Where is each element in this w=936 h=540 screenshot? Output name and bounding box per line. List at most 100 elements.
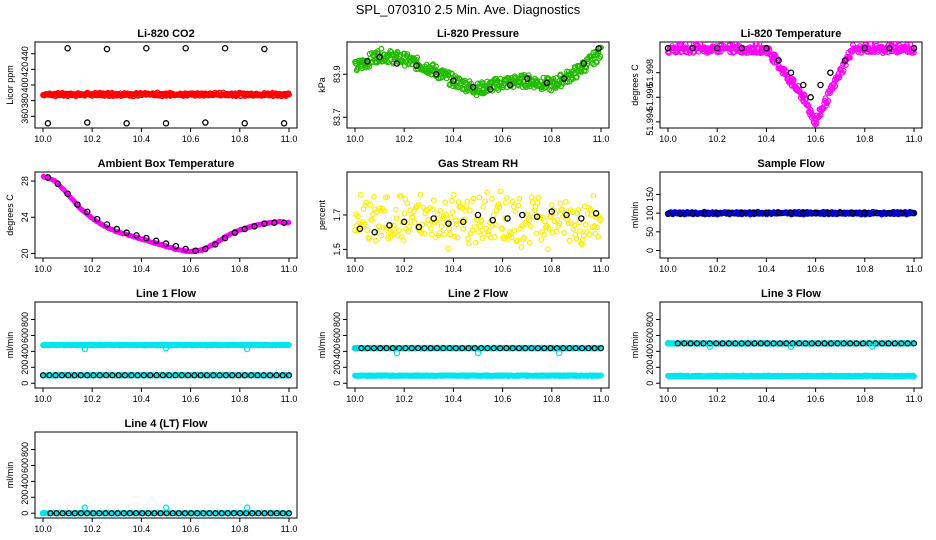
x-tick-label: 10.4 bbox=[133, 134, 151, 144]
x-tick-label: 10.0 bbox=[659, 394, 677, 404]
series-2-5-min-avg bbox=[351, 345, 605, 352]
chart-title: Line 1 Flow bbox=[136, 288, 196, 300]
data-point bbox=[534, 199, 541, 206]
x-tick-label: 10.0 bbox=[34, 394, 52, 404]
y-tick-label: 600 bbox=[645, 328, 655, 343]
y-tick-label: 600 bbox=[20, 328, 30, 343]
avg-point bbox=[370, 345, 378, 352]
y-tick-label: 51.994 bbox=[645, 108, 655, 136]
avg-point bbox=[241, 372, 248, 379]
avg-point bbox=[415, 223, 423, 231]
data-point bbox=[593, 59, 600, 66]
x-tick-label: 10.8 bbox=[856, 264, 874, 274]
x-tick-label: 10.6 bbox=[494, 264, 512, 274]
avg-point bbox=[153, 372, 160, 379]
avg-point bbox=[445, 220, 452, 227]
avg-point bbox=[172, 372, 179, 379]
data-point bbox=[531, 207, 538, 214]
y-axis-label: ml/min bbox=[630, 332, 640, 359]
data-point bbox=[482, 198, 489, 205]
data-point bbox=[418, 229, 425, 236]
avg-point bbox=[376, 53, 383, 61]
x-tick-label: 11.0 bbox=[906, 264, 923, 274]
data-point bbox=[559, 206, 565, 213]
avg-point bbox=[548, 208, 556, 215]
x-tick-label: 11.0 bbox=[593, 394, 610, 404]
x-tick-label: 10.8 bbox=[231, 134, 249, 144]
series-sample-flow bbox=[352, 372, 604, 379]
plot-area bbox=[664, 208, 918, 218]
y-tick-label: 440 bbox=[20, 46, 30, 61]
avg-point bbox=[261, 45, 268, 53]
data-point bbox=[521, 234, 527, 241]
data-point bbox=[492, 222, 499, 228]
avg-point bbox=[166, 372, 173, 379]
avg-point bbox=[861, 44, 869, 52]
avg-point bbox=[84, 372, 91, 379]
avg-point bbox=[578, 215, 585, 222]
avg-point bbox=[402, 345, 409, 352]
data-point bbox=[361, 221, 368, 228]
data-point bbox=[790, 76, 797, 83]
data-point bbox=[430, 197, 437, 204]
data-point bbox=[484, 189, 490, 196]
data-point bbox=[511, 227, 518, 234]
y-tick-label: 83.7 bbox=[332, 108, 342, 126]
data-point bbox=[499, 226, 506, 232]
plot-area bbox=[40, 45, 292, 127]
x-tick-label: 10.6 bbox=[807, 264, 825, 274]
data-point bbox=[490, 85, 497, 92]
x-tick-label: 10.2 bbox=[395, 264, 413, 274]
data-point bbox=[515, 202, 522, 209]
avg-point bbox=[128, 372, 135, 379]
y-axis-label: ml/min bbox=[630, 202, 640, 229]
x-tick-label: 11.0 bbox=[906, 394, 923, 404]
plot-area bbox=[352, 44, 604, 99]
x-tick-label: 10.0 bbox=[346, 394, 364, 404]
avg-point bbox=[81, 345, 89, 353]
data-point bbox=[437, 207, 444, 214]
data-point bbox=[375, 50, 382, 57]
avg-point bbox=[484, 345, 491, 352]
avg-point bbox=[910, 44, 918, 52]
avg-point bbox=[713, 44, 721, 52]
data-point bbox=[400, 237, 407, 244]
data-point bbox=[847, 54, 853, 61]
series-sample-flow bbox=[665, 372, 917, 380]
avg-point bbox=[52, 372, 59, 379]
data-point bbox=[443, 211, 450, 218]
data-point bbox=[378, 45, 385, 52]
avg-point bbox=[182, 245, 189, 253]
data-point bbox=[581, 232, 587, 239]
data-point bbox=[466, 240, 472, 247]
avg-point bbox=[522, 345, 529, 352]
data-point bbox=[380, 225, 387, 231]
y-tick-label: 200 bbox=[332, 360, 342, 375]
avg-point bbox=[812, 209, 819, 217]
avg-point bbox=[152, 237, 160, 245]
data-point bbox=[364, 227, 371, 234]
avg-point bbox=[597, 345, 605, 352]
series-2-sec-data bbox=[352, 188, 604, 253]
avg-point bbox=[474, 349, 482, 357]
data-point bbox=[551, 218, 558, 225]
x-tick-label: 10.2 bbox=[708, 394, 726, 404]
data-point bbox=[598, 372, 604, 379]
data-point bbox=[470, 195, 477, 202]
avg-point bbox=[93, 215, 101, 223]
avg-point bbox=[191, 372, 198, 379]
data-point bbox=[526, 239, 533, 246]
avg-point bbox=[775, 209, 782, 217]
data-point bbox=[530, 214, 537, 221]
series-2-5-min-avg bbox=[356, 208, 600, 236]
data-point bbox=[467, 207, 473, 214]
data-point bbox=[807, 107, 814, 113]
x-tick-label: 10.6 bbox=[807, 134, 825, 144]
x-tick-label: 10.8 bbox=[856, 394, 874, 404]
y-tick-label: 24 bbox=[20, 212, 30, 222]
